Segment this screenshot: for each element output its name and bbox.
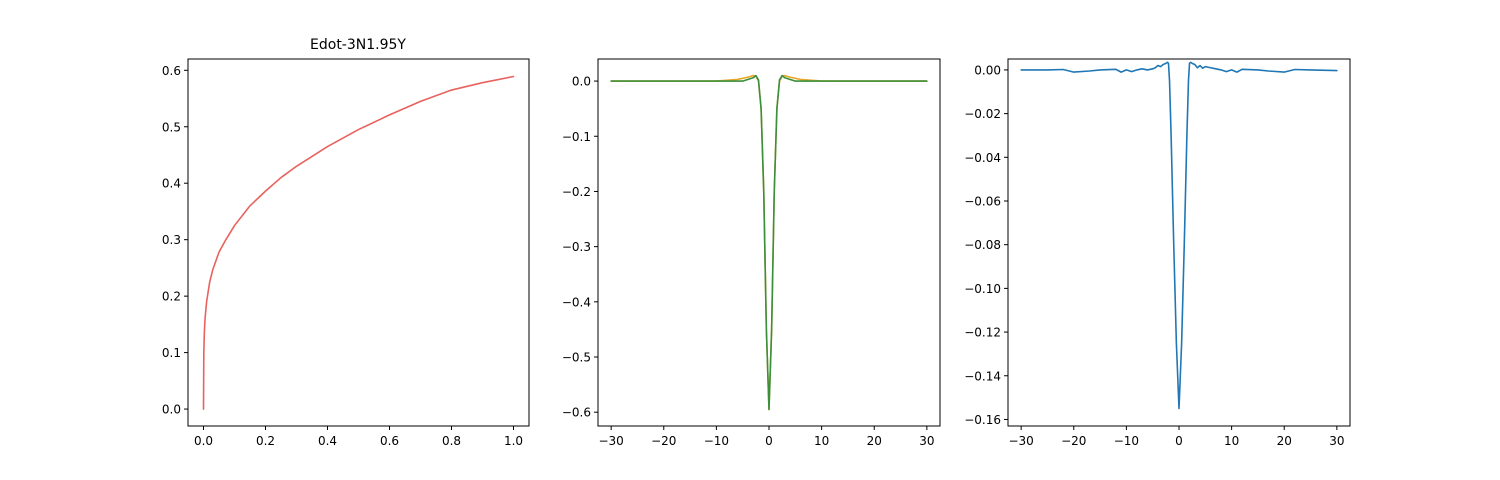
y-tick-label: 0.00 xyxy=(974,63,1001,77)
x-tick-label: 30 xyxy=(919,434,934,448)
axes-frame xyxy=(1007,58,1351,427)
y-tick-label: 0.0 xyxy=(572,75,591,89)
series-line-2-2 xyxy=(610,74,928,411)
x-tick-label: 1.0 xyxy=(504,434,523,448)
y-tick-label: −0.16 xyxy=(964,413,1001,427)
x-tick-label: −20 xyxy=(1061,434,1086,448)
y-tick-label: −0.4 xyxy=(562,295,591,309)
subplot-3: −30 −20 −10 0 10 20 30 0.00 −0.02 −0.04 −0.06 −0.08… xyxy=(964,58,1351,448)
y-tick-label: 0.2 xyxy=(162,290,181,304)
y-tick-label: −0.10 xyxy=(964,282,1001,296)
subplot-2: −30 −20 −10 0 10 20 30 0.0 −0.1 −0.2 −0.3 −0.4 −0.5 −… xyxy=(562,58,941,448)
y-tick-label: 0.5 xyxy=(162,120,181,134)
subplot-1: Edot-3N1.95Y 0.0 0.2 0.4 0.6 0.8 1.0 0.0 0.1 0.2… xyxy=(162,37,530,448)
x-tick-label: 0.6 xyxy=(380,434,399,448)
x-tick-label: 0.8 xyxy=(442,434,461,448)
series-line-3-1 xyxy=(1020,61,1338,410)
y-tick-label: 0.1 xyxy=(162,346,181,360)
y-tick-label: −0.6 xyxy=(562,406,591,420)
subplot-1-title: Edot-3N1.95Y xyxy=(310,37,406,53)
y-tick-label: −0.12 xyxy=(964,326,1001,340)
y-tick-label: −0.2 xyxy=(562,185,591,199)
series-line-1-1 xyxy=(202,75,515,410)
x-tick-label: 0.4 xyxy=(318,434,337,448)
x-tick-label: −30 xyxy=(598,434,623,448)
x-tick-label: 20 xyxy=(867,434,882,448)
x-tick-label: 10 xyxy=(1224,434,1239,448)
x-tick-label: 0 xyxy=(1175,434,1183,448)
y-tick-label: −0.5 xyxy=(562,351,591,365)
x-tick-label: −10 xyxy=(1114,434,1139,448)
y-tick-label: −0.08 xyxy=(964,238,1001,252)
axes-frame xyxy=(597,58,941,427)
y-tick-label: −0.3 xyxy=(562,240,591,254)
y-tick-label: −0.02 xyxy=(964,107,1001,121)
x-tick-label: 30 xyxy=(1329,434,1344,448)
axes-frame xyxy=(187,58,530,427)
x-tick-label: −10 xyxy=(704,434,729,448)
y-tick-label: −0.04 xyxy=(964,151,1001,165)
x-tick-label: 10 xyxy=(814,434,829,448)
y-tick-label: −0.14 xyxy=(964,369,1001,383)
y-tick-label: −0.1 xyxy=(562,130,591,144)
y-tick-label: 0.0 xyxy=(162,403,181,417)
x-tick-label: −20 xyxy=(651,434,676,448)
y-tick-label: 0.6 xyxy=(162,64,181,78)
x-tick-label: 20 xyxy=(1277,434,1292,448)
x-tick-label: 0.0 xyxy=(194,434,213,448)
y-tick-label: −0.06 xyxy=(964,194,1001,208)
series-line-2-1 xyxy=(610,74,928,411)
y-tick-label: 0.3 xyxy=(162,233,181,247)
x-tick-label: −30 xyxy=(1008,434,1033,448)
x-tick-label: 0.2 xyxy=(256,434,275,448)
y-tick-label: 0.4 xyxy=(162,177,181,191)
x-tick-label: 0 xyxy=(765,434,773,448)
